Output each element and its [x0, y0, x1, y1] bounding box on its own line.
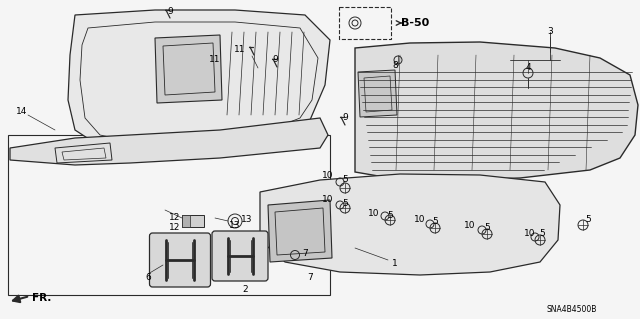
Text: 5: 5	[432, 218, 438, 226]
Text: SNA4B4500B: SNA4B4500B	[547, 306, 597, 315]
Text: 5: 5	[539, 228, 545, 238]
Text: 13: 13	[229, 220, 241, 229]
Text: 8: 8	[392, 61, 398, 70]
Text: 9: 9	[167, 8, 173, 17]
Text: 10: 10	[368, 209, 380, 218]
Polygon shape	[10, 118, 328, 165]
Text: 10: 10	[323, 196, 333, 204]
Text: 7: 7	[302, 249, 308, 258]
Polygon shape	[268, 200, 332, 262]
Text: 7: 7	[307, 273, 313, 283]
Text: 2: 2	[242, 286, 248, 294]
Text: 5: 5	[387, 211, 393, 219]
Text: 5: 5	[484, 224, 490, 233]
Text: 9: 9	[272, 56, 278, 64]
Text: 14: 14	[16, 108, 28, 116]
Text: 3: 3	[547, 27, 553, 36]
FancyBboxPatch shape	[150, 233, 211, 287]
Polygon shape	[260, 174, 560, 275]
Text: FR.: FR.	[32, 293, 52, 303]
Text: 9: 9	[342, 114, 348, 122]
Polygon shape	[155, 35, 222, 103]
Text: B-50: B-50	[401, 18, 429, 28]
Text: 5: 5	[342, 198, 348, 207]
Text: 11: 11	[234, 46, 246, 55]
Text: 10: 10	[323, 170, 333, 180]
Text: 10: 10	[524, 228, 536, 238]
Text: 6: 6	[145, 273, 151, 283]
Polygon shape	[358, 70, 397, 117]
Text: 4: 4	[525, 63, 531, 72]
Text: 1: 1	[392, 258, 398, 268]
Polygon shape	[68, 10, 330, 150]
Polygon shape	[355, 42, 638, 180]
Text: 11: 11	[209, 56, 221, 64]
Text: 10: 10	[464, 221, 476, 231]
Text: 5: 5	[342, 175, 348, 184]
Text: 5: 5	[585, 216, 591, 225]
Bar	[182, 215, 204, 227]
Text: 12: 12	[170, 213, 180, 222]
Text: 10: 10	[414, 216, 426, 225]
Bar	[182, 215, 190, 227]
FancyBboxPatch shape	[212, 231, 268, 281]
Text: 13: 13	[241, 216, 253, 225]
Text: 12: 12	[170, 224, 180, 233]
